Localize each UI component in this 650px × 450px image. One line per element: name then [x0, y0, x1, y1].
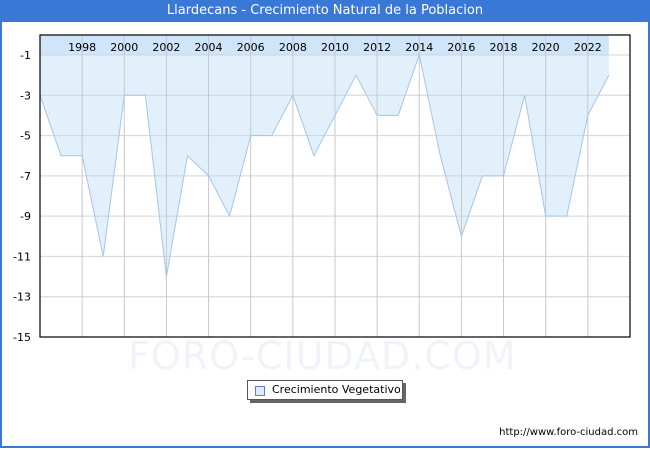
x-tick-label: 2020 — [532, 41, 560, 54]
area-fill — [40, 55, 609, 277]
y-tick-label: -3 — [20, 89, 31, 102]
x-tick-label: 2002 — [152, 41, 180, 54]
top-band — [40, 35, 609, 55]
y-tick-label: -7 — [20, 170, 31, 183]
y-tick-label: -5 — [20, 130, 31, 143]
x-tick-label: 2000 — [110, 41, 138, 54]
source-link[interactable]: http://www.foro-ciudad.com — [499, 427, 638, 438]
legend-swatch-icon — [255, 386, 265, 396]
plot-border — [39, 34, 631, 338]
x-tick-label: 2014 — [405, 41, 433, 54]
x-tick-label: 2008 — [279, 41, 307, 54]
x-tick-label: 2022 — [574, 41, 602, 54]
x-tick-label: 2006 — [237, 41, 265, 54]
x-tick-label: 2012 — [363, 41, 391, 54]
legend-label: Crecimiento Vegetativo — [272, 383, 401, 396]
x-tick-label: 1998 — [68, 41, 96, 54]
y-tick-label: -11 — [13, 250, 31, 263]
x-tick-label: 2004 — [195, 41, 223, 54]
data-line — [39, 53, 610, 277]
x-tick-label: 2010 — [321, 41, 349, 54]
legend: Crecimiento Vegetativo — [247, 380, 403, 400]
x-tick-label: 2016 — [447, 41, 475, 54]
y-tick-label: -13 — [13, 291, 31, 304]
chart-title: Llardecans - Crecimiento Natural de la P… — [0, 0, 650, 22]
y-tick-label: -15 — [13, 331, 31, 344]
y-tick-label: -9 — [20, 210, 31, 223]
y-tick-label: -1 — [20, 49, 31, 62]
x-tick-label: 2018 — [490, 41, 518, 54]
watermark: FORO-CIUDAD.COM — [128, 334, 517, 378]
